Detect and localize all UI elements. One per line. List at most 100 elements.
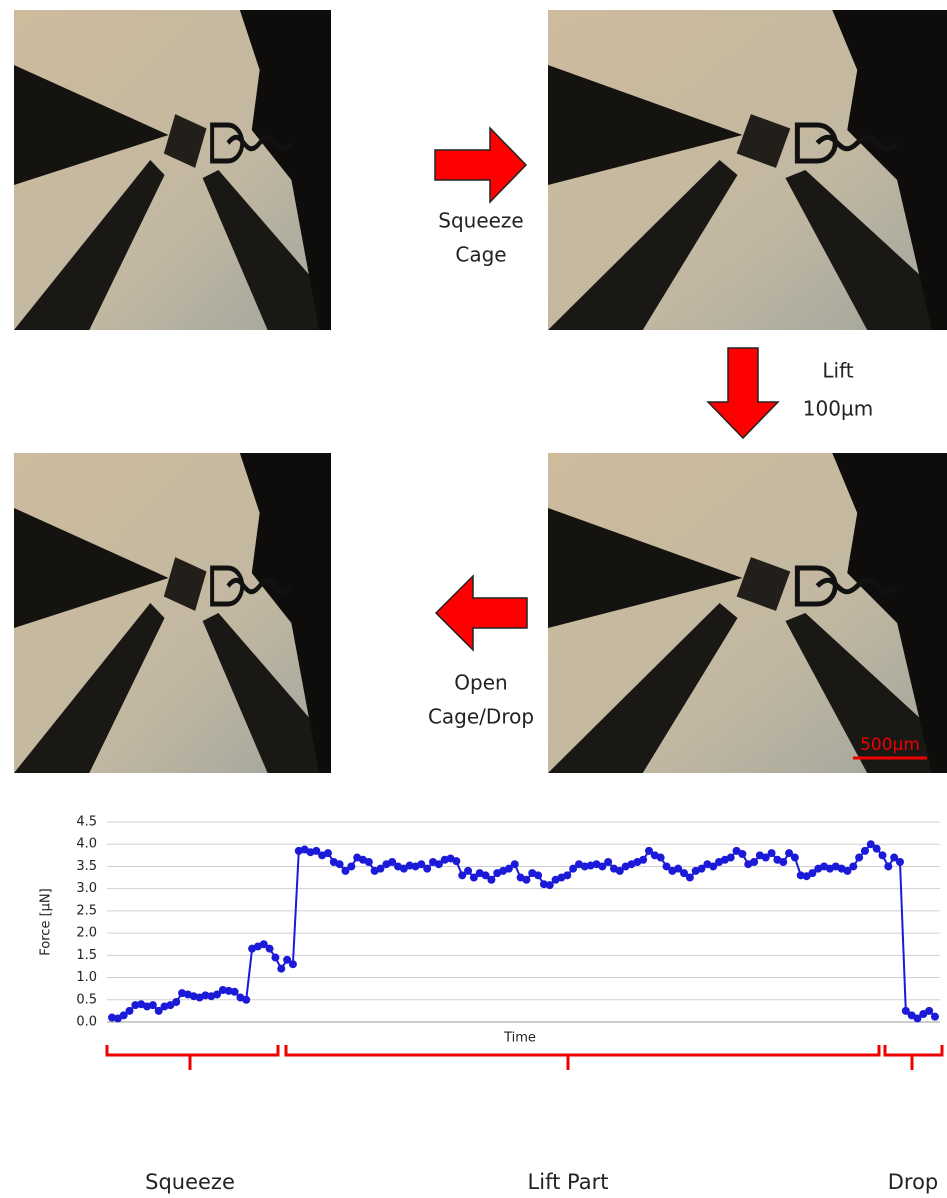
- y-tick-label: 1.0: [76, 970, 97, 985]
- chart: Force [µN] Time 0.0 0.5 1.0 1.5 2.0 2.5 3.0 3.5…: [39, 815, 940, 1046]
- data-point: [242, 995, 251, 1004]
- data-point: [172, 998, 181, 1006]
- data-point: [872, 844, 881, 853]
- y-tick-label: 3.0: [76, 881, 97, 896]
- data-point: [639, 855, 648, 864]
- data-point: [913, 1014, 922, 1023]
- y-tick-label: 1.5: [76, 948, 97, 963]
- data-point: [417, 860, 426, 869]
- step-label: Cage: [455, 243, 506, 267]
- data-point: [504, 864, 513, 873]
- data-point: [644, 846, 653, 855]
- data-point: [154, 1006, 163, 1015]
- data-point: [277, 964, 286, 973]
- data-point: [855, 853, 864, 862]
- data-point: [265, 944, 274, 953]
- data-point: [849, 862, 858, 871]
- y-tick-label: 2.5: [76, 903, 97, 918]
- x-axis-label: Time: [503, 1031, 536, 1046]
- y-tick-label: 3.5: [76, 859, 97, 874]
- data-point: [761, 853, 770, 862]
- data-point: [347, 862, 356, 871]
- step-label: 100µm: [803, 397, 873, 421]
- data-point: [598, 862, 607, 871]
- data-point: [464, 866, 473, 875]
- data-point: [738, 850, 747, 858]
- data-point: [674, 864, 683, 873]
- data-point: [364, 858, 373, 866]
- data-point: [230, 987, 239, 996]
- data-point: [878, 851, 887, 860]
- data-point: [469, 873, 478, 882]
- data-point: [931, 1012, 939, 1021]
- phase-label: Drop: [888, 1170, 939, 1194]
- photo: [548, 10, 947, 330]
- data-point: [662, 862, 671, 871]
- step-label: Open: [454, 671, 507, 695]
- step-label: Cage/Drop: [428, 705, 534, 729]
- data-point: [685, 873, 694, 882]
- y-tick-label: 4.5: [76, 815, 97, 830]
- data-point: [434, 860, 443, 869]
- data-point: [213, 990, 222, 999]
- data-point: [534, 871, 543, 880]
- data-point: [779, 858, 788, 866]
- data-point: [843, 866, 852, 875]
- data-point: [376, 864, 385, 873]
- step-label: Lift: [822, 359, 853, 383]
- data-point: [750, 858, 759, 866]
- data-point: [283, 955, 292, 964]
- data-point: [680, 869, 689, 878]
- data-point: [563, 871, 572, 880]
- arrow: [706, 347, 780, 440]
- photo: [14, 10, 331, 330]
- data-point: [615, 866, 624, 875]
- data-point: [709, 862, 718, 871]
- data-point: [901, 1006, 910, 1015]
- data-point: [545, 881, 554, 890]
- data-point: [271, 953, 280, 962]
- data-point: [808, 869, 817, 878]
- data-point: [388, 858, 397, 866]
- data-point: [481, 871, 490, 880]
- photo: [14, 453, 331, 773]
- photo: [548, 453, 947, 773]
- y-tick-label: 0.5: [76, 992, 97, 1007]
- data-point: [288, 960, 297, 969]
- y-tick-label: 2.0: [76, 926, 97, 941]
- data-point: [423, 864, 432, 873]
- y-axis-label: Force [µN]: [39, 888, 54, 955]
- data-point: [323, 849, 332, 858]
- data-point: [726, 853, 735, 862]
- data-point: [866, 840, 875, 849]
- phase-label: Lift Part: [528, 1170, 609, 1194]
- data-point: [785, 849, 794, 858]
- data-point: [604, 858, 613, 866]
- y-tick-label: 4.0: [76, 837, 97, 852]
- data-point: [884, 862, 893, 871]
- data-point: [312, 846, 321, 855]
- data-point: [925, 1006, 934, 1015]
- data-point: [522, 875, 531, 884]
- data-point: [895, 858, 904, 866]
- data-point: [767, 849, 776, 858]
- data-point: [341, 866, 350, 875]
- data-point: [148, 1001, 157, 1010]
- data-point: [697, 864, 706, 873]
- data-point: [125, 1006, 134, 1015]
- arrow: [434, 126, 528, 204]
- data-point: [890, 853, 899, 862]
- data-point: [119, 1011, 128, 1020]
- data-point: [860, 846, 869, 855]
- data-point: [335, 860, 344, 869]
- data-point: [259, 940, 268, 949]
- arrow: [434, 574, 528, 652]
- data-point: [487, 875, 496, 884]
- data-point: [790, 853, 799, 862]
- data-point: [656, 853, 665, 862]
- scale-bar-label: 500µm: [860, 735, 920, 755]
- phase-brackets: [105, 1045, 944, 1070]
- step-label: Squeeze: [438, 209, 523, 233]
- data-point: [452, 857, 461, 866]
